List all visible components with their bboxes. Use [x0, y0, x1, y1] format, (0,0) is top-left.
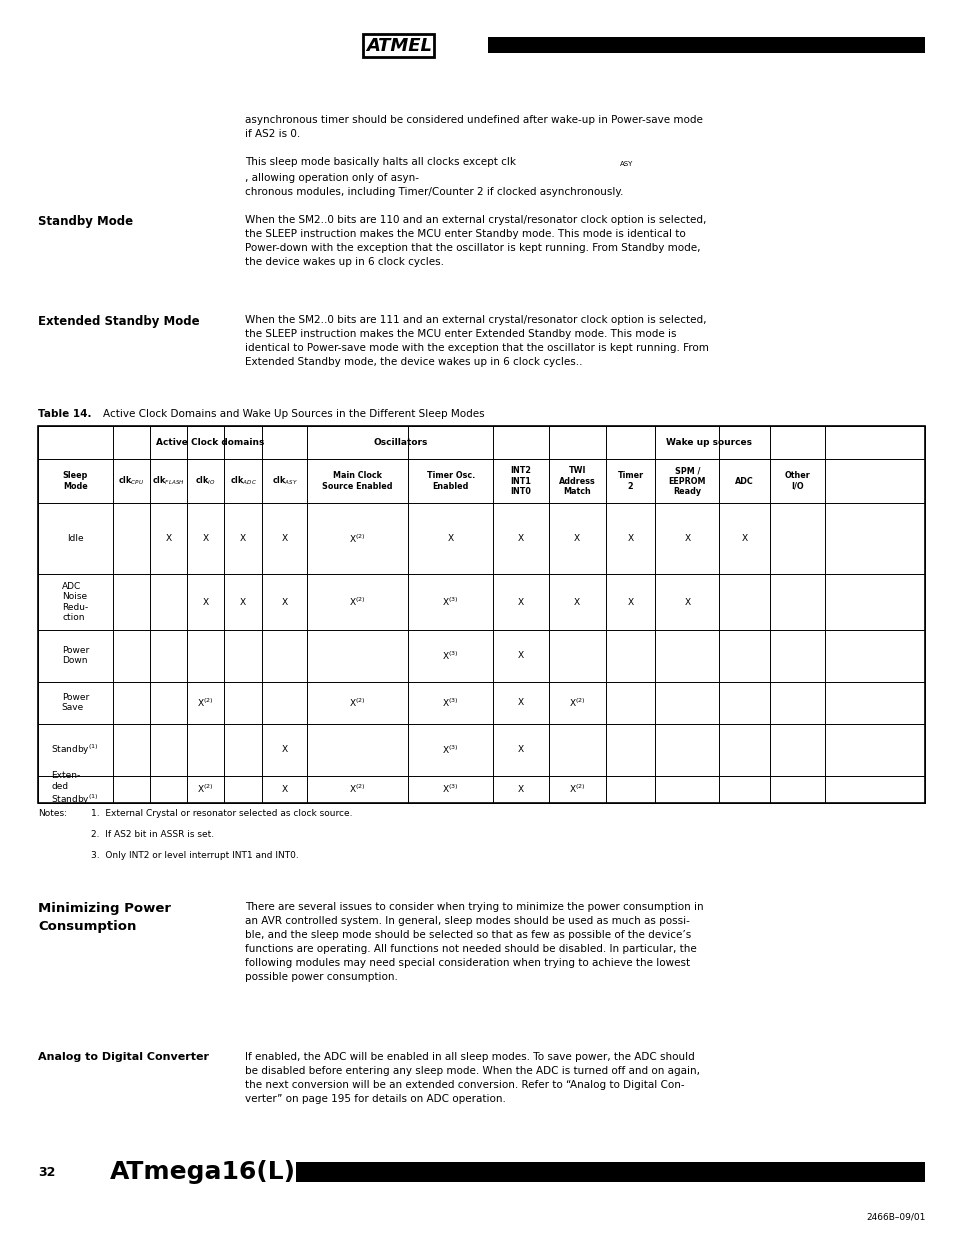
Text: Power
Down: Power Down	[62, 646, 89, 666]
Text: X$^{(2)}$: X$^{(2)}$	[349, 697, 366, 709]
Text: Main Clock
Source Enabled: Main Clock Source Enabled	[322, 472, 393, 490]
Text: Analog to Digital Converter: Analog to Digital Converter	[38, 1052, 209, 1062]
Text: When the SM2..0 bits are 110 and an external crystal/resonator clock option is s: When the SM2..0 bits are 110 and an exte…	[245, 215, 706, 267]
Text: ATMEL: ATMEL	[365, 37, 432, 54]
Text: X: X	[517, 534, 523, 543]
Text: clk$_{FLASH}$: clk$_{FLASH}$	[152, 474, 185, 488]
Text: X: X	[281, 745, 288, 755]
Text: X$^{(2)}$: X$^{(2)}$	[197, 697, 213, 709]
Text: ADC
Noise
Redu-
ction: ADC Noise Redu- ction	[62, 582, 89, 622]
Text: Power
Save: Power Save	[62, 693, 89, 713]
Text: asynchronous timer should be considered undefined after wake-up in Power-save mo: asynchronous timer should be considered …	[245, 115, 702, 138]
Text: X: X	[202, 598, 209, 606]
Text: X: X	[447, 534, 454, 543]
Bar	[38, 426, 924, 803]
Text: X: X	[517, 784, 523, 794]
Text: X$^{(2)}$: X$^{(2)}$	[568, 697, 585, 709]
Text: X: X	[683, 598, 690, 606]
Text: INT2
INT1
INT0: INT2 INT1 INT0	[510, 466, 531, 496]
Bar	[488, 37, 924, 53]
Text: Wake up sources: Wake up sources	[665, 438, 752, 447]
Text: , allowing operation only of asyn-
chronous modules, including Timer/Counter 2 i: , allowing operation only of asyn- chron…	[245, 173, 623, 196]
Text: Minimizing Power
Consumption: Minimizing Power Consumption	[38, 902, 171, 932]
Text: X: X	[683, 534, 690, 543]
Text: SPM /
EEPROM
Ready: SPM / EEPROM Ready	[668, 466, 705, 496]
Text: Notes:: Notes:	[38, 809, 67, 818]
Text: X: X	[517, 698, 523, 708]
Text: 32: 32	[38, 1166, 55, 1178]
Text: X$^{(2)}$: X$^{(2)}$	[349, 595, 366, 609]
Text: clk$_{ADC}$: clk$_{ADC}$	[230, 474, 256, 488]
Text: X: X	[240, 534, 246, 543]
Text: X: X	[281, 598, 288, 606]
Text: X$^{(2)}$: X$^{(2)}$	[568, 783, 585, 795]
Text: Active Clock domains: Active Clock domains	[155, 438, 264, 447]
Text: 3.  Only INT2 or level interrupt INT1 and INT0.: 3. Only INT2 or level interrupt INT1 and…	[91, 851, 298, 860]
Text: X: X	[240, 598, 246, 606]
Text: TWI
Address
Match: TWI Address Match	[558, 466, 595, 496]
Text: X$^{(3)}$: X$^{(3)}$	[442, 743, 458, 756]
Text: X: X	[517, 598, 523, 606]
Text: X: X	[627, 598, 633, 606]
Text: X: X	[165, 534, 172, 543]
Text: Extended Standby Mode: Extended Standby Mode	[38, 315, 199, 329]
Text: X$^{(3)}$: X$^{(3)}$	[442, 650, 458, 662]
Text: Oscillators: Oscillators	[373, 438, 427, 447]
Text: There are several issues to consider when trying to minimize the power consumpti: There are several issues to consider whe…	[245, 902, 703, 982]
Text: X: X	[574, 534, 579, 543]
Text: Sleep
Mode: Sleep Mode	[63, 472, 88, 490]
Text: ASY: ASY	[619, 161, 633, 167]
Text: If enabled, the ADC will be enabled in all sleep modes. To save power, the ADC s: If enabled, the ADC will be enabled in a…	[245, 1052, 700, 1104]
Text: X: X	[627, 534, 633, 543]
Text: 1.  External Crystal or resonator selected as clock source.: 1. External Crystal or resonator selecte…	[91, 809, 352, 818]
Text: X: X	[517, 651, 523, 661]
Text: X$^{(2)}$: X$^{(2)}$	[197, 783, 213, 795]
Text: Standby$^{(1)}$: Standby$^{(1)}$	[51, 742, 99, 757]
Text: X$^{(2)}$: X$^{(2)}$	[349, 532, 366, 545]
Bar	[295, 1162, 924, 1182]
Text: Timer Osc.
Enabled: Timer Osc. Enabled	[426, 472, 475, 490]
Text: X$^{(2)}$: X$^{(2)}$	[349, 783, 366, 795]
Text: Standby Mode: Standby Mode	[38, 215, 133, 228]
Text: X: X	[574, 598, 579, 606]
Text: X: X	[517, 745, 523, 755]
Text: ADC: ADC	[735, 477, 753, 485]
Text: clk$_{IO}$: clk$_{IO}$	[195, 474, 215, 488]
Text: clk$_{ASY}$: clk$_{ASY}$	[272, 474, 297, 488]
Text: Idle: Idle	[67, 534, 84, 543]
Text: ATmega16(L): ATmega16(L)	[110, 1160, 295, 1184]
Text: X: X	[281, 784, 288, 794]
Text: Timer
2: Timer 2	[617, 472, 643, 490]
Text: clk$_{CPU}$: clk$_{CPU}$	[118, 474, 144, 488]
Text: Active Clock Domains and Wake Up Sources in the Different Sleep Modes: Active Clock Domains and Wake Up Sources…	[103, 409, 484, 419]
Text: X$^{(3)}$: X$^{(3)}$	[442, 697, 458, 709]
Text: Exten-
ded
Standby$^{(1)}$: Exten- ded Standby$^{(1)}$	[51, 771, 99, 808]
Text: Other
I/O: Other I/O	[784, 472, 809, 490]
Text: X: X	[281, 534, 288, 543]
Text: X$^{(3)}$: X$^{(3)}$	[442, 783, 458, 795]
Text: 2.  If AS2 bit in ASSR is set.: 2. If AS2 bit in ASSR is set.	[91, 830, 213, 839]
Text: This sleep mode basically halts all clocks except clk: This sleep mode basically halts all cloc…	[245, 157, 516, 167]
Text: X$^{(3)}$: X$^{(3)}$	[442, 595, 458, 609]
Text: 2466B–09/01: 2466B–09/01	[865, 1213, 924, 1221]
Text: X: X	[740, 534, 747, 543]
Text: Table 14.: Table 14.	[38, 409, 91, 419]
Text: When the SM2..0 bits are 111 and an external crystal/resonator clock option is s: When the SM2..0 bits are 111 and an exte…	[245, 315, 708, 367]
Text: X: X	[202, 534, 209, 543]
